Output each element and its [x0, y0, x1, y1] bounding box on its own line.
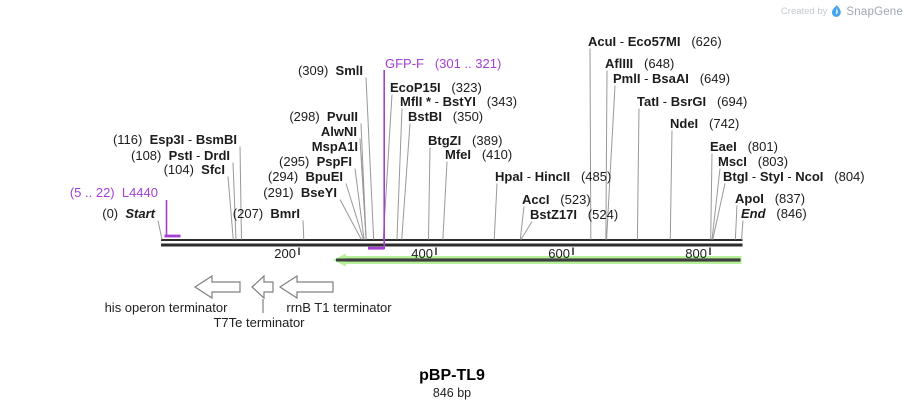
primer-bar-L4440[interactable]	[164, 234, 181, 238]
site-label-PmlI-BsaAI[interactable]: PmlI - BsaAI (649)	[613, 71, 731, 86]
leader-line-BtgZI	[427, 147, 431, 240]
site-label-MfeI[interactable]: MfeI (410)	[445, 147, 513, 162]
site-label-HpaI-HincII[interactable]: HpaI - HincII (485)	[495, 169, 612, 184]
site-label-AcuI-Eco57MI[interactable]: AcuI - Eco57MI (626)	[588, 34, 722, 49]
site-label-BpuEI[interactable]: (294) BpuEI	[267, 169, 343, 184]
site-label-BtgZI[interactable]: BtgZI (389)	[428, 133, 503, 148]
site-label-AccI[interactable]: AccI (523)	[522, 192, 591, 207]
leader-line-BtgI-StyI-NcoI	[712, 183, 726, 240]
his-operon-terminator-arrow[interactable]	[193, 274, 241, 300]
leader-line-SmlI	[365, 77, 375, 240]
snapgene-brand-text: SnapGene	[846, 5, 903, 18]
ruler-tick-label: 600	[548, 246, 570, 261]
plasmid-name: pBP-TL9	[419, 367, 485, 384]
ruler-bottom-strand	[161, 243, 743, 247]
leader-line-BmrI	[302, 220, 305, 240]
gfp-cds-arrow[interactable]	[333, 253, 742, 267]
site-label-AflIII[interactable]: AflIII (648)	[605, 56, 675, 71]
leader-line-PmlI-BsaAI	[606, 85, 616, 240]
site-label-BstZ17I[interactable]: BstZ17I (524)	[530, 207, 619, 222]
site-label-BseYI[interactable]: (291) BseYI	[263, 185, 337, 200]
leader-line-EaeI	[710, 153, 713, 240]
leader-line-MscI	[711, 168, 721, 240]
leader-line-MflI-BstYI	[396, 108, 403, 240]
leader-line-AflIII	[605, 70, 608, 240]
site-label-PspFI[interactable]: (295) PspFI	[279, 154, 352, 169]
primer-label-L4440[interactable]: (5 .. 22) L4440	[69, 185, 158, 200]
ruler-tick-label: 200	[274, 246, 296, 261]
site-label-BmrI[interactable]: (207) BmrI	[232, 206, 300, 221]
site-label-NdeI[interactable]: NdeI (742)	[670, 116, 740, 131]
leader-line-BseYI	[339, 199, 362, 240]
site-label-EaeI[interactable]: EaeI (801)	[710, 139, 778, 154]
site-label-SfcI[interactable]: (104) SfcI	[163, 162, 225, 177]
site-label-MflI-BstYI[interactable]: MflI * - BstYI (343)	[400, 94, 518, 109]
primer-bar-GFP-F[interactable]	[368, 246, 385, 250]
terminator-label-t7te[interactable]: T7Te terminator	[213, 315, 305, 330]
site-label-MscI[interactable]: MscI (803)	[718, 154, 789, 169]
gfp-arrow-core	[346, 258, 741, 262]
leader-line-PspFI	[354, 168, 365, 240]
created-by-text: Created by	[780, 6, 828, 17]
rrnb-t1-terminator-arrow[interactable]	[278, 274, 334, 300]
primer-label-GFP-F[interactable]: GFP-F (301 .. 321)	[385, 56, 502, 71]
leader-line-Start	[157, 220, 163, 240]
watermark: Created by SnapGene	[781, 5, 903, 18]
leader-line-BstBI	[401, 123, 411, 240]
leader-line-BstZ17I	[520, 221, 533, 240]
leader-line-PstI-DrdI	[232, 162, 237, 240]
leader-line-SfcI	[227, 176, 234, 240]
ruler-top-strand	[161, 239, 743, 241]
site-label-AlwNI[interactable]: AlwNI	[320, 124, 357, 139]
site-label-PstI-DrdI[interactable]: (108) PstI - DrdI	[131, 148, 230, 163]
leader-line-BpuEI	[345, 183, 364, 240]
site-label-BstBI[interactable]: BstBI (350)	[408, 109, 484, 124]
t7te-terminator-arrow[interactable]	[251, 274, 274, 300]
plasmid-length: 846 bp	[432, 386, 472, 400]
ruler-tick-label: 400	[411, 246, 433, 261]
site-label-MspA1I[interactable]: MspA1I	[311, 139, 358, 154]
leader-line-AcuI-Eco57MI	[589, 48, 592, 240]
leader-line-MfeI	[442, 161, 448, 240]
terminator-arrows	[193, 274, 334, 313]
leader-line-End	[741, 220, 744, 240]
site-label-Esp3I-BsmBI[interactable]: (116) Esp3I - BsmBI	[112, 132, 237, 147]
site-label-ApoI[interactable]: ApoI (837)	[735, 191, 806, 206]
leader-line-ApoI	[734, 205, 738, 240]
terminator-label-his-operon[interactable]: his operon terminator	[104, 300, 228, 315]
leader-line-TatI-BsrGI	[636, 108, 640, 240]
site-label-BtgI-StyI-NcoI[interactable]: BtgI - StyI - NcoI (804)	[723, 169, 865, 184]
site-label-TatI-BsrGI[interactable]: TatI - BsrGI (694)	[637, 94, 748, 109]
site-label-Start[interactable]: (0) Start	[102, 206, 155, 221]
site-label-PvuII[interactable]: (298) PvuII	[289, 109, 358, 124]
leader-line-NdeI	[669, 130, 673, 240]
leader-line-AccI	[519, 206, 525, 240]
leader-line-MspA1I	[360, 153, 367, 240]
site-label-SmlI[interactable]: (309) SmlI	[297, 63, 363, 78]
leader-line-HpaI-HincII	[493, 183, 498, 240]
snapgene-logo-icon	[832, 5, 842, 17]
site-label-End[interactable]: End (846)	[741, 206, 807, 221]
leader-line-Esp3I-BsmBI	[239, 146, 242, 240]
ruler-tick-label: 800	[685, 246, 707, 261]
terminator-label-rrnb-t1[interactable]: rrnB T1 terminator	[286, 300, 392, 315]
site-label-EcoP15I[interactable]: EcoP15I (323)	[390, 80, 482, 95]
